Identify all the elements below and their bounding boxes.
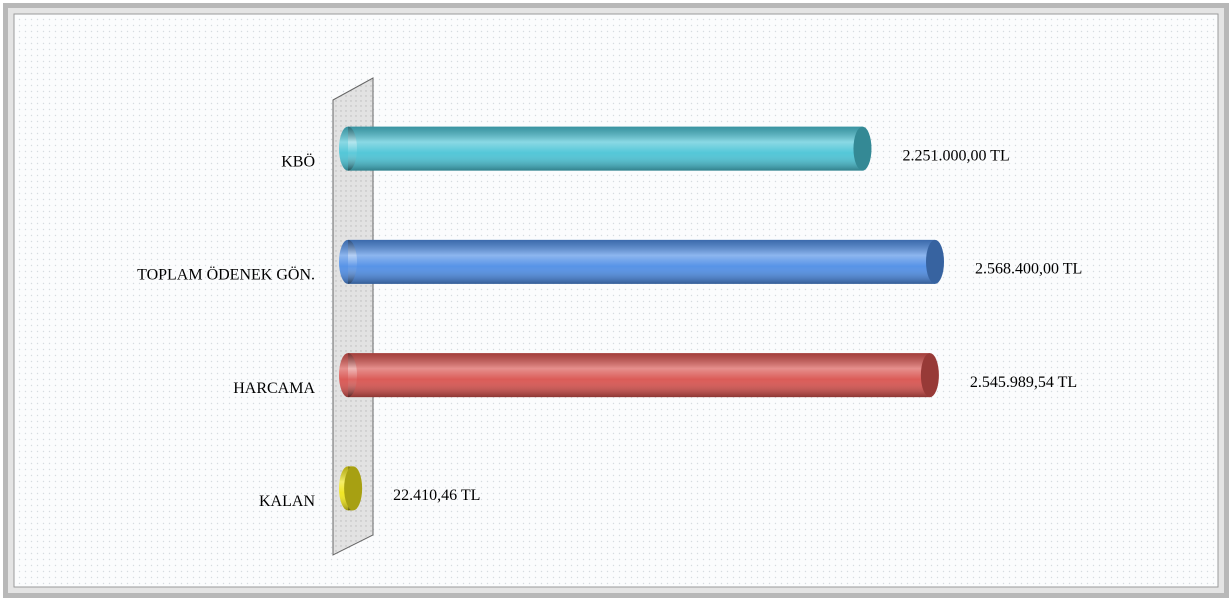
category-label: TOPLAM ÖDENEK GÖN. [137,266,315,284]
bar-cap [926,239,944,284]
bar-cap-shade [926,239,944,284]
data-label: 2.545.989,54 TL [970,374,1077,391]
bar [339,126,872,171]
bar-start-shine [339,353,357,398]
bar-shine [348,126,863,171]
data-label: 22.410,46 TL [393,487,480,504]
bar-shine [348,239,935,284]
bar-cap [920,353,939,398]
bar [339,353,939,398]
data-label: 2.568.400,00 TL [975,261,1082,278]
category-label: HARCAMA [233,380,315,397]
bar [339,239,944,284]
bar-cap-shade [920,353,939,398]
plot-background [13,13,1219,588]
category-label: KBÖ [281,152,315,170]
bar-start-shine [339,239,357,284]
bar-cap [344,466,363,511]
data-label: 2.251.000,00 TL [902,147,1009,164]
bar [339,466,363,511]
chart-wall [332,77,374,556]
bar-shine [348,353,930,398]
bar-cap-shade [344,466,363,511]
bar-cap-shade [853,126,872,171]
bar-cap [853,126,872,171]
bar-start-shine [339,126,357,171]
category-label: KALAN [259,493,315,510]
